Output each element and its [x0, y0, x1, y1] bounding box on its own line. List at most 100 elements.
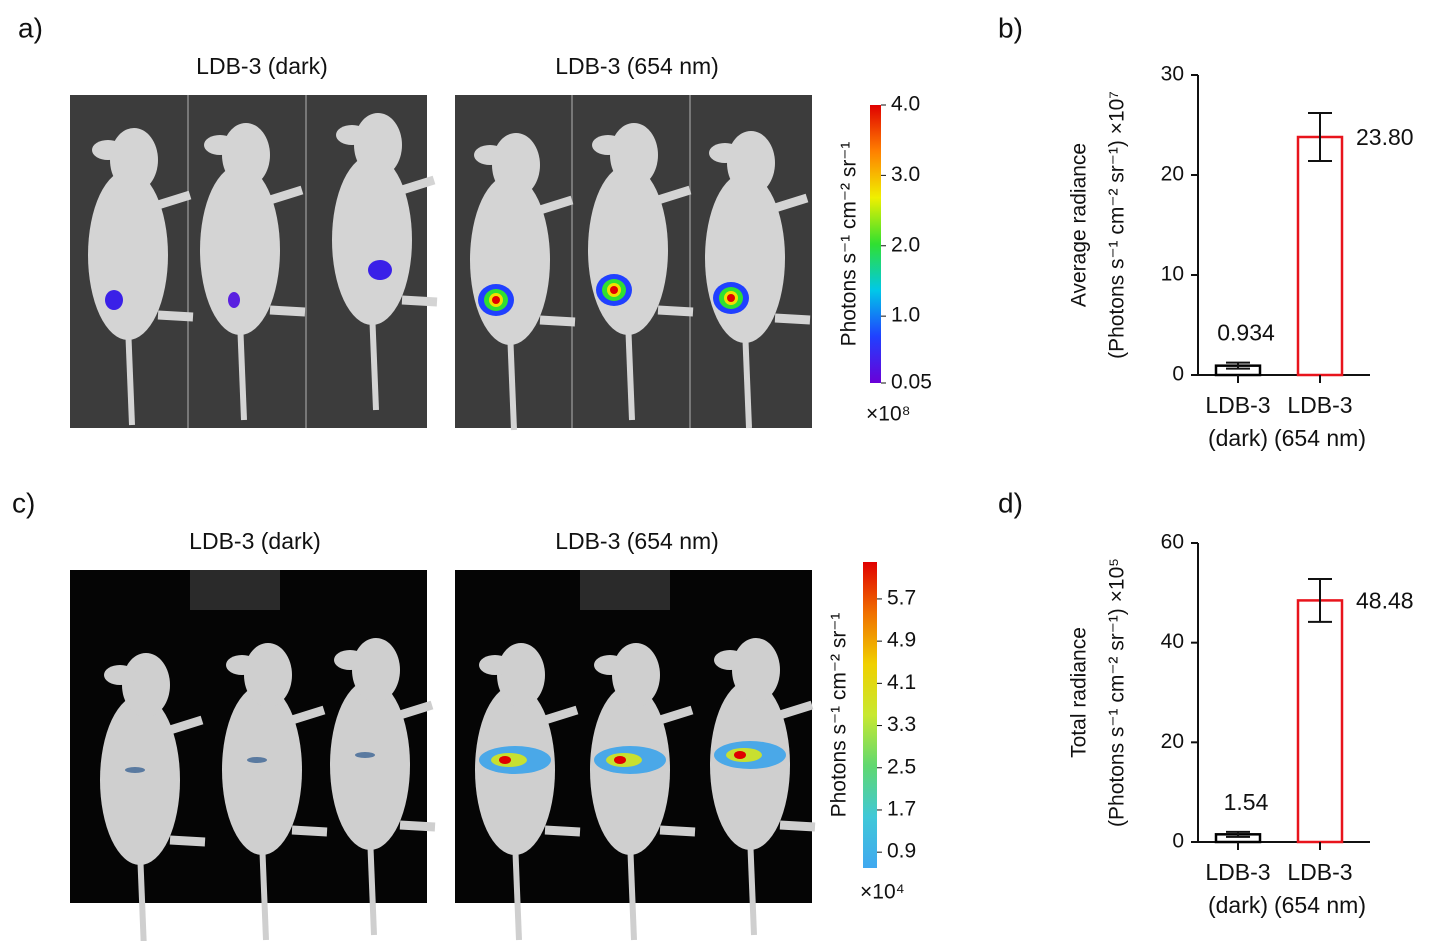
tail [742, 327, 752, 429]
image-title: LDB-3 (654 nm) [555, 528, 719, 554]
y-tick-label: 20 [1161, 730, 1184, 753]
colorbar-tick-label: 3.0 [891, 163, 920, 186]
x-tick-label: (dark) [1208, 892, 1268, 918]
y-tick-label: 40 [1161, 630, 1184, 653]
body [88, 170, 168, 340]
y-axis-units: (Photons s⁻¹ cm⁻² sr⁻¹) ×10⁵ [1106, 558, 1129, 827]
leg [778, 700, 814, 720]
tail [627, 839, 637, 941]
body [332, 155, 412, 325]
holder [190, 570, 280, 610]
leg [543, 705, 579, 725]
leg [291, 825, 328, 837]
colorbar-tick-label: 1.7 [887, 798, 916, 821]
leg [773, 193, 809, 213]
leg [774, 313, 811, 325]
ear [204, 135, 236, 155]
value-label: 1.54 [1224, 789, 1269, 815]
mouse [222, 643, 328, 941]
leg [398, 700, 434, 720]
tail [625, 319, 635, 421]
x-tick-label: (654 nm) [1274, 892, 1366, 918]
colorbar-tick-label: 0.05 [891, 371, 932, 394]
panel-label: c) [12, 487, 35, 518]
signal [499, 756, 511, 764]
tail [507, 329, 517, 431]
tail [512, 839, 522, 941]
leg [156, 190, 192, 210]
panel-label: a) [18, 12, 43, 43]
image-title: LDB-3 (654 nm) [555, 53, 719, 79]
head [122, 653, 170, 717]
body [222, 685, 302, 855]
body [705, 173, 785, 343]
holder [580, 570, 670, 610]
leg [399, 820, 436, 832]
colorbar-tick-label: 4.1 [887, 671, 916, 694]
mouse [332, 113, 438, 411]
head [244, 643, 292, 707]
error-bar [1308, 112, 1332, 162]
signal [614, 756, 626, 764]
colorbar-tick-label: 0.9 [887, 840, 916, 863]
colorbar [863, 562, 877, 868]
leg [658, 705, 694, 725]
value-label: 23.80 [1356, 124, 1414, 150]
leg [657, 305, 694, 317]
head [222, 123, 270, 187]
colorbar-tick-label: 4.9 [887, 629, 916, 652]
y-tick-label: 0 [1172, 830, 1184, 853]
ear [334, 650, 366, 670]
y-axis-label: Total radiance [1068, 627, 1091, 758]
mouse [705, 131, 811, 429]
body [588, 165, 668, 335]
ear [474, 145, 506, 165]
y-tick-label: 0 [1172, 363, 1184, 386]
value-label: 0.934 [1217, 320, 1275, 346]
error-bar [1226, 361, 1250, 370]
leg [539, 315, 576, 327]
y-tick-label: 20 [1161, 163, 1184, 186]
bar [1296, 599, 1344, 844]
leg [268, 185, 304, 205]
tail [367, 834, 377, 936]
x-tick-label: LDB-3 [1287, 859, 1352, 885]
signal [368, 260, 392, 280]
error-bar [1308, 577, 1332, 623]
leg [168, 715, 204, 735]
value-label: 48.48 [1356, 587, 1414, 613]
mouse [588, 123, 694, 421]
leg [656, 185, 692, 205]
signal [492, 296, 500, 304]
leg [157, 310, 194, 322]
colorbar-multiplier: ×10⁸ [866, 403, 910, 426]
mouse [590, 643, 696, 941]
leg [269, 305, 306, 317]
ear [479, 655, 511, 675]
panel-label: b) [998, 12, 1023, 43]
image-title: LDB-3 (dark) [196, 53, 328, 79]
leg [544, 825, 581, 837]
leg [779, 820, 816, 832]
head [354, 113, 402, 177]
signal [105, 290, 123, 310]
mouse [475, 643, 581, 941]
dividers [187, 95, 691, 428]
ear [104, 665, 136, 685]
signal [610, 286, 618, 294]
colorbar-tick-label: 4.0 [891, 93, 920, 116]
ear [714, 650, 746, 670]
image-title: LDB-3 (dark) [189, 528, 321, 554]
mouse [330, 638, 436, 936]
head [727, 131, 775, 195]
signal [727, 294, 735, 302]
leg [401, 295, 438, 307]
y-tick-label: 60 [1161, 531, 1184, 554]
signal [125, 767, 145, 773]
error-bar [1226, 830, 1250, 838]
signal [734, 751, 746, 759]
panel-label: d) [998, 487, 1023, 518]
tail [369, 309, 379, 411]
ear [709, 143, 741, 163]
